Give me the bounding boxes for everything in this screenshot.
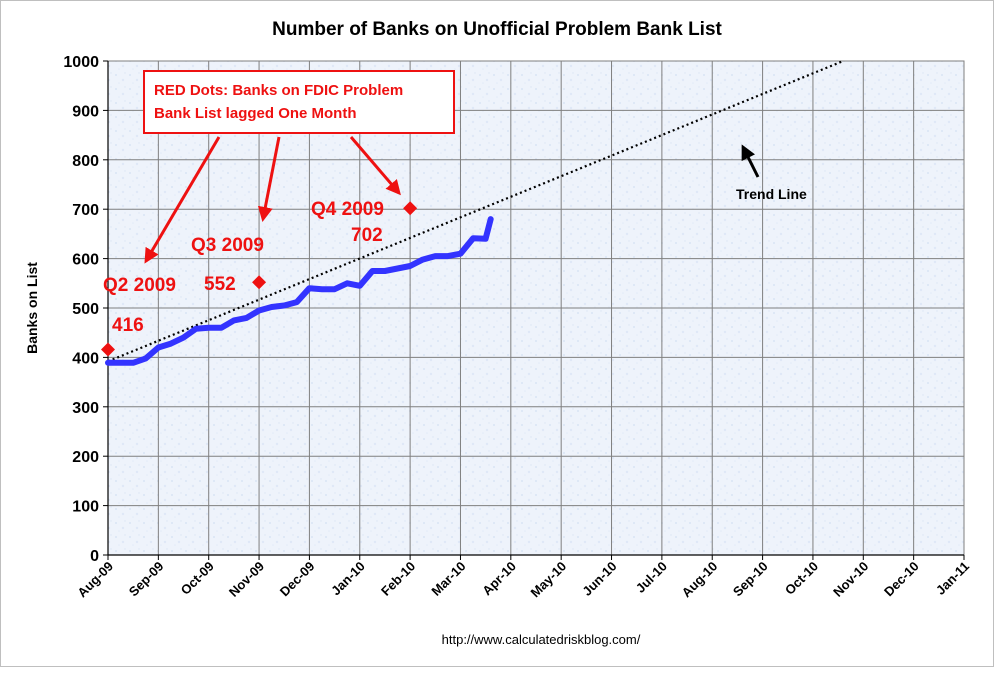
x-tick-label: Nov-10	[830, 559, 871, 600]
x-tick-label: Dec-09	[277, 559, 318, 600]
y-tick-label: 1000	[63, 54, 99, 71]
label-q2-quarter: Q2 2009	[103, 275, 176, 296]
y-axis-ticks: 0 100 200 300 400 500 600 700 800 900 1000	[63, 54, 108, 565]
arrow-q3	[257, 136, 281, 222]
annotation-line-1: RED Dots: Banks on FDIC Problem	[154, 82, 403, 99]
y-tick-label: 0	[90, 548, 99, 565]
label-q3-quarter: Q3 2009	[191, 235, 264, 256]
y-tick-label: 300	[72, 400, 99, 417]
y-tick-label: 200	[72, 449, 99, 466]
annotation-line-2: Bank List lagged One Month	[154, 105, 357, 122]
fdic-point	[403, 201, 418, 216]
y-tick-label: 600	[72, 252, 99, 269]
x-tick-label: Mar-10	[428, 559, 468, 599]
annotation-box	[143, 70, 455, 134]
chart-title: Number of Banks on Unofficial Problem Ba…	[272, 19, 722, 40]
x-tick-label: Jan-10	[328, 559, 368, 599]
trend-line-label: Trend Line	[736, 186, 807, 202]
y-tick-label: 100	[72, 499, 99, 516]
bank-count-line	[105, 216, 494, 366]
x-tick-label: Jul-10	[633, 559, 670, 596]
fdic-point	[252, 275, 267, 290]
x-tick-label: Feb-10	[378, 559, 418, 599]
y-tick-label: 700	[72, 202, 99, 219]
label-q4-quarter: Q4 2009	[311, 199, 384, 220]
label-q3-value: 552	[204, 274, 236, 295]
y-axis-label: Banks on List	[24, 262, 40, 354]
x-tick-label: Jan-11	[933, 559, 972, 598]
trend-arrow	[741, 144, 760, 178]
arrow-q2	[144, 136, 221, 264]
x-tick-label: Aug-10	[679, 559, 721, 601]
x-tick-label: Apr-10	[479, 559, 519, 599]
x-tick-label: Sep-09	[126, 559, 167, 600]
label-q4-value: 702	[351, 225, 383, 246]
trend-line	[107, 59, 844, 363]
x-tick-label: May-10	[528, 559, 570, 601]
label-q2-value: 416	[112, 315, 144, 336]
x-tick-label: Jun-10	[579, 559, 619, 599]
arrow-q4	[349, 136, 401, 196]
x-tick-label: Dec-10	[881, 559, 922, 600]
x-tick-label: Oct-09	[178, 559, 217, 598]
y-tick-label: 500	[72, 301, 99, 318]
y-tick-label: 900	[72, 103, 99, 120]
x-tick-label: Sep-10	[730, 559, 771, 600]
x-axis-ticks: Aug-09 Sep-09 Oct-09 Nov-09 Dec-09 Jan-10 Feb-…	[74, 555, 972, 600]
y-tick-label: 800	[72, 153, 99, 170]
y-tick-label: 400	[72, 350, 99, 367]
x-tick-label: Oct-10	[782, 559, 821, 598]
series-layer	[101, 59, 844, 366]
x-tick-label: Nov-09	[226, 559, 267, 600]
fdic-point	[101, 342, 115, 357]
source-url: http://www.calculatedriskblog.com/	[442, 632, 641, 647]
